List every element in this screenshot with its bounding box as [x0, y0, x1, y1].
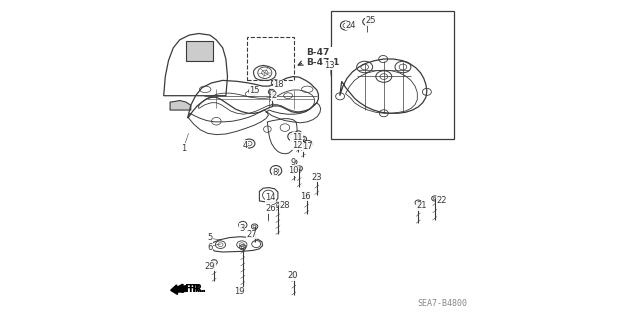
- Text: 2: 2: [271, 91, 276, 100]
- Text: 24: 24: [345, 21, 356, 30]
- Text: 15: 15: [250, 86, 260, 95]
- Text: 29: 29: [205, 262, 215, 271]
- Text: 28: 28: [280, 201, 290, 210]
- Text: 21: 21: [417, 201, 428, 210]
- Text: 9: 9: [291, 158, 296, 167]
- Text: 5: 5: [207, 233, 212, 242]
- Text: 13: 13: [324, 61, 335, 70]
- Text: 6: 6: [207, 243, 212, 252]
- Text: 17: 17: [302, 142, 312, 151]
- FancyArrow shape: [171, 285, 187, 294]
- Text: SEA7-B4800: SEA7-B4800: [418, 299, 468, 308]
- Text: 16: 16: [300, 192, 311, 201]
- Text: 18: 18: [273, 80, 284, 89]
- Text: FR.: FR.: [186, 284, 205, 294]
- Bar: [331, 11, 454, 139]
- Bar: [247, 37, 294, 80]
- Polygon shape: [170, 100, 191, 110]
- Text: 7: 7: [290, 134, 296, 143]
- Text: 1: 1: [181, 144, 186, 153]
- Text: 4: 4: [243, 141, 248, 150]
- Text: 20: 20: [287, 271, 298, 280]
- Text: 26: 26: [265, 204, 276, 213]
- Text: FR.: FR.: [189, 284, 207, 294]
- Text: 19: 19: [234, 287, 245, 296]
- Text: 12: 12: [292, 141, 303, 150]
- Text: 8: 8: [273, 168, 278, 177]
- Text: 23: 23: [312, 173, 322, 182]
- Bar: [186, 41, 213, 61]
- Text: 25: 25: [366, 16, 376, 25]
- Text: 3: 3: [239, 224, 244, 233]
- Text: 22: 22: [436, 197, 447, 205]
- Text: 10: 10: [287, 166, 298, 175]
- Text: 11: 11: [292, 133, 303, 142]
- Text: 14: 14: [266, 193, 276, 202]
- Text: B-47
B-47-1: B-47 B-47-1: [306, 48, 339, 67]
- Text: 27: 27: [246, 230, 257, 239]
